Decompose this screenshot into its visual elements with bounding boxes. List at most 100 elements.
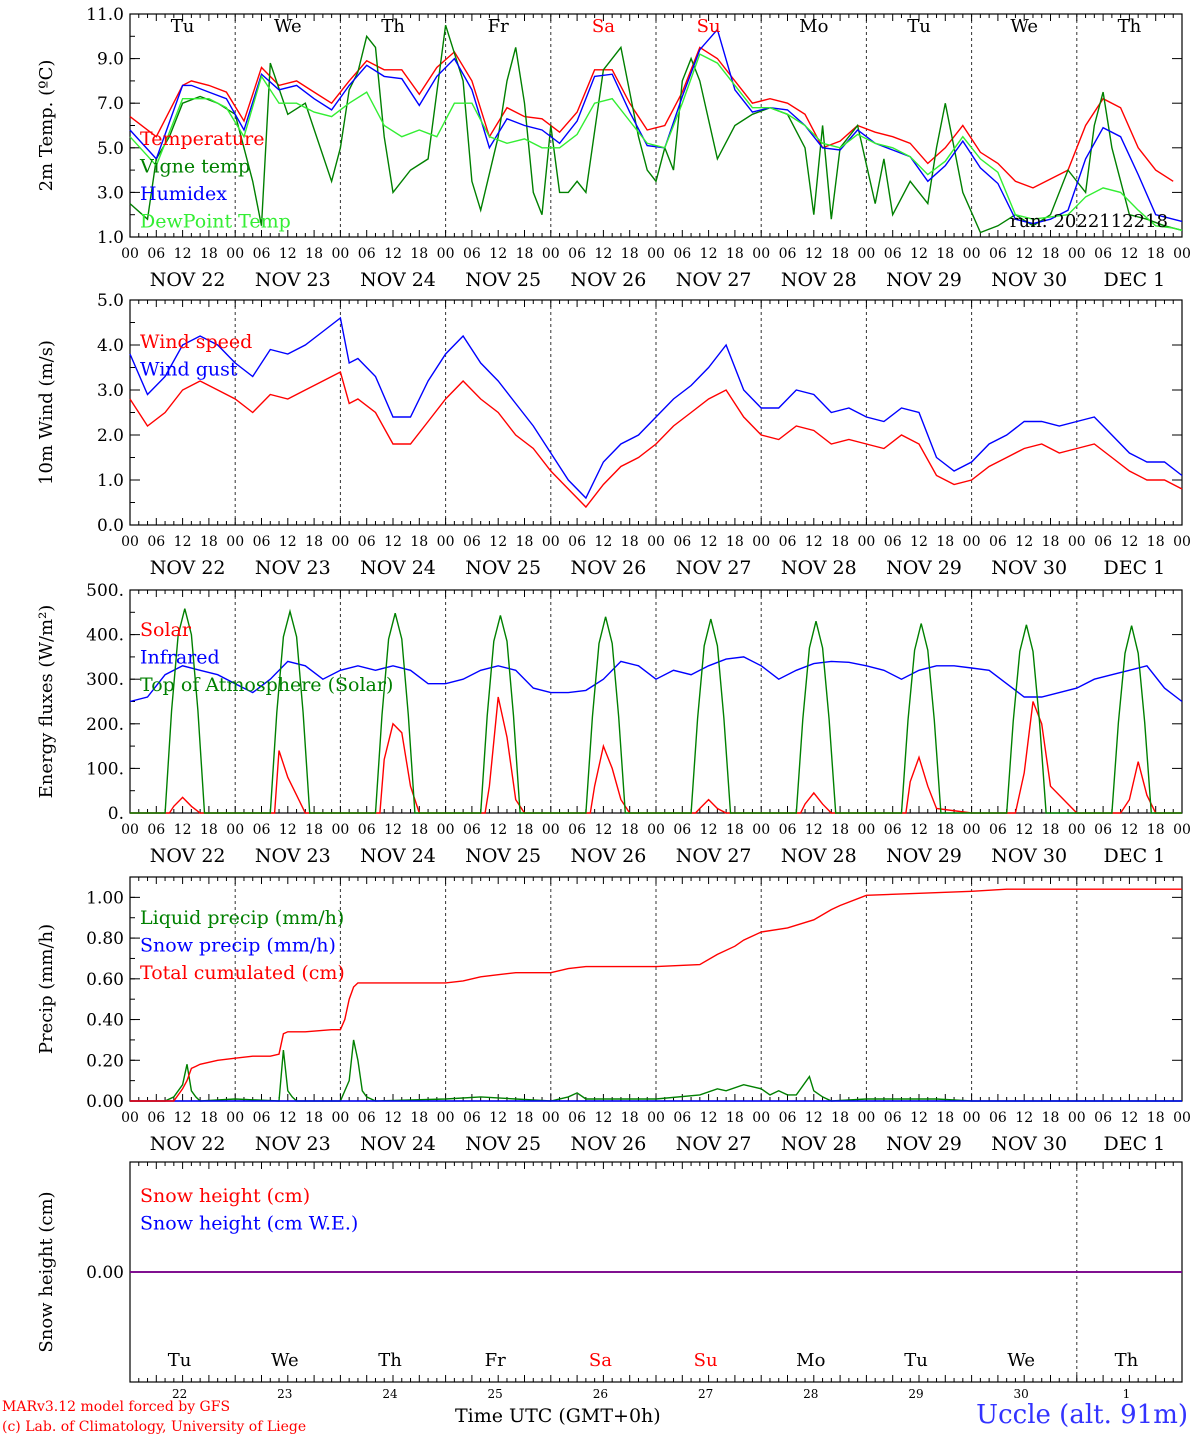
precip-hour-label: 00 (963, 1110, 981, 1126)
energy-hour-label: 12 (594, 822, 612, 838)
precip-legend-entry: Total cumulated (cm) (140, 962, 345, 984)
temp-hour-label: 06 (568, 246, 586, 262)
precip-hour-label: 00 (1068, 1110, 1086, 1126)
day-number-label: 26 (593, 1387, 608, 1401)
weekday-label-bottom: Sa (589, 1350, 612, 1371)
temp-hour-label: 18 (200, 246, 218, 262)
precip-ytick-label: 0.40 (86, 1011, 124, 1031)
temp-hour-label: 18 (516, 246, 534, 262)
energy-hour-label-last: 00 (1173, 822, 1191, 838)
energy-hour-label: 12 (805, 822, 823, 838)
snow-legend-entry: Snow height (cm W.E.) (140, 1213, 358, 1235)
energy-hour-label: 12 (910, 822, 928, 838)
wind-hour-label: 06 (1094, 534, 1112, 550)
energy-hour-label: 12 (384, 822, 402, 838)
precip-hour-label: 12 (910, 1110, 928, 1126)
wind-hour-label: 06 (358, 534, 376, 550)
temp-hour-label: 18 (936, 246, 954, 262)
temp-hour-label: 18 (726, 246, 744, 262)
precip-hour-label: 00 (121, 1110, 139, 1126)
energy-hour-label: 12 (174, 822, 192, 838)
wind-hour-label: 06 (463, 534, 481, 550)
temp-frame (129, 13, 1183, 238)
weekday-label-top: Tu (171, 16, 195, 37)
temp-hour-label: 06 (884, 246, 902, 262)
weekday-label-bottom: We (1007, 1350, 1035, 1371)
wind-hour-label: 06 (253, 534, 271, 550)
energy-hour-label: 06 (463, 822, 481, 838)
energy-hour-label: 18 (726, 822, 744, 838)
wind-hour-label: 18 (936, 534, 954, 550)
temp-ytick-label: 1.0 (97, 228, 124, 248)
wind-date-label: NOV 23 (255, 557, 331, 579)
day-number-label: 23 (277, 1387, 292, 1401)
temp-hour-label: 06 (1094, 246, 1112, 262)
wind-ylabel: 10m Wind (m/s) (36, 340, 57, 485)
energy-date-label: NOV 24 (360, 845, 436, 867)
precip-hour-label: 18 (305, 1110, 323, 1126)
temp-hour-label: 00 (121, 246, 139, 262)
energy-date-label: NOV 26 (570, 845, 646, 867)
precip-ytick-label: 0.80 (86, 929, 124, 949)
temp-run-annotation: run: 2022112218 (1010, 211, 1168, 232)
temp-date-label: NOV 22 (150, 269, 226, 291)
wind-date-label: NOV 26 (570, 557, 646, 579)
energy-hour-label: 18 (516, 822, 534, 838)
wind-date-label: NOV 28 (781, 557, 857, 579)
precip-date-label: NOV 30 (991, 1133, 1067, 1155)
temp-hour-label: 00 (963, 246, 981, 262)
temp-hour-label: 12 (174, 246, 192, 262)
precip-hour-label: 18 (516, 1110, 534, 1126)
precip-hour-label: 00 (647, 1110, 665, 1126)
weekday-label-bottom: Fr (485, 1350, 506, 1371)
station-name: Uccle (alt. 91m) (976, 1400, 1188, 1430)
energy-hour-label: 00 (857, 822, 875, 838)
wind-legend-entry: Wind speed (140, 331, 252, 353)
wind-hour-label: 12 (279, 534, 297, 550)
temp-hour-label: 12 (805, 246, 823, 262)
weekday-label-bottom: Tu (904, 1350, 928, 1371)
precip-ytick-label: 0.20 (86, 1051, 124, 1071)
wind-date-label: NOV 24 (360, 557, 436, 579)
energy-hour-label: 06 (989, 822, 1007, 838)
wind-hour-label: 00 (857, 534, 875, 550)
energy-hour-label: 00 (752, 822, 770, 838)
energy-hour-label: 06 (673, 822, 691, 838)
temp-hour-label: 00 (1068, 246, 1086, 262)
energy-hour-label: 06 (1094, 822, 1112, 838)
energy-ytick-label: 0. (108, 804, 124, 824)
wind-hour-label: 00 (752, 534, 770, 550)
precip-hour-label: 00 (437, 1110, 455, 1126)
copyright-credit: (c) Lab. of Climatology, University of L… (2, 1419, 307, 1435)
wind-hour-label: 12 (805, 534, 823, 550)
energy-frame (129, 589, 1183, 814)
energy-hour-label: 06 (779, 822, 797, 838)
temp-series-temperature (129, 46, 1174, 189)
precip-hour-label: 00 (857, 1110, 875, 1126)
temp-hour-label: 06 (147, 246, 165, 262)
wind-hour-label: 00 (331, 534, 349, 550)
energy-hour-label: 06 (358, 822, 376, 838)
energy-date-label: NOV 23 (255, 845, 331, 867)
precip-hour-label: 12 (384, 1110, 402, 1126)
energy-hour-label: 18 (305, 822, 323, 838)
temp-date-label: NOV 27 (676, 269, 752, 291)
weekday-label-bottom: Su (694, 1350, 718, 1371)
temp-hour-label: 00 (857, 246, 875, 262)
energy-ytick-label: 200. (86, 715, 124, 735)
temp-date-label: NOV 23 (255, 269, 331, 291)
energy-panel: 0. 100. 200. 300. 400. 500. Energy fluxes (W/m… (36, 581, 1191, 867)
energy-date-label: NOV 28 (781, 845, 857, 867)
temp-date-label: NOV 28 (781, 269, 857, 291)
temp-legend-entry: DewPoint Temp (140, 211, 291, 233)
energy-date-label: NOV 27 (676, 845, 752, 867)
temp-ytick-label: 3.0 (97, 183, 124, 203)
precip-ytick-label: 0.00 (86, 1092, 124, 1112)
temp-legend-entry: Temperature (140, 128, 264, 150)
energy-series-infrared (129, 656, 1183, 703)
precip-hour-label: 18 (831, 1110, 849, 1126)
energy-hour-label: 06 (253, 822, 271, 838)
temp-series-vigne-temp (129, 24, 1183, 234)
energy-date-label: NOV 25 (465, 845, 541, 867)
temp-hour-label: 18 (831, 246, 849, 262)
